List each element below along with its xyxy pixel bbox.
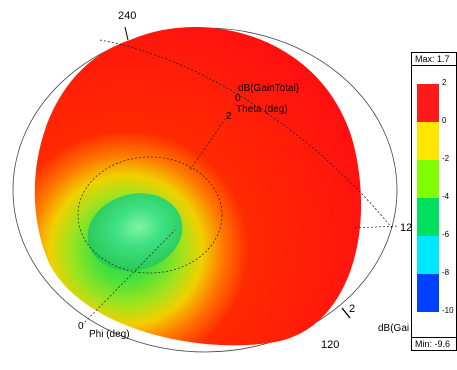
gain-axis-label: dB(GainTotal): [238, 83, 300, 94]
legend-tick-label: -2: [442, 154, 450, 163]
legend-tick-label: 0: [442, 116, 447, 125]
legend-swatch: [417, 160, 439, 198]
phi-axis-label: Phi (deg): [89, 329, 130, 340]
theta-axis-label: Theta (deg): [236, 104, 288, 115]
right-axis-line: [354, 225, 399, 229]
legend-max-label: Max: 1.7: [411, 52, 457, 66]
legend-swatch: [417, 274, 439, 312]
legend-swatch: [417, 236, 439, 274]
legend-tick-label: 2: [442, 78, 447, 87]
theta-small-label: 2: [226, 111, 232, 122]
origin-zero-label: 0: [78, 321, 84, 332]
legend-tick-label: -6: [442, 230, 450, 239]
color-legend: Max: 1.7 2 0 -2 -4 -6 -8 -10 Min: -9.6: [411, 52, 457, 352]
phi-grid-ring: [99, 39, 393, 229]
legend-swatch: [417, 198, 439, 236]
legend-swatch: [417, 122, 439, 160]
theta-grid-ring: [77, 156, 223, 274]
top-tick-mark: [124, 26, 129, 41]
theta-zero-label: 0: [235, 93, 241, 104]
bottom-legend-title: dB(Gai: [378, 323, 410, 334]
legend-swatch: [417, 84, 439, 122]
legend-color-bar: 2 0 -2 -4 -6 -8 -10: [411, 66, 457, 337]
right-small-label: 2: [349, 303, 356, 315]
right-angle-label: 12: [400, 222, 413, 234]
top-angle-label: 240: [118, 10, 137, 22]
bottom-angle-label: 120: [321, 339, 340, 351]
gain-pattern-hole: [87, 193, 183, 271]
legend-tick-label: -8: [442, 268, 450, 277]
legend-min-label: Min: -9.6: [411, 337, 457, 351]
legend-tick-label: -10: [442, 306, 454, 315]
legend-tick-label: -4: [442, 192, 450, 201]
gain-pattern-surface: [34, 26, 362, 346]
bottom-tick-mark: [341, 307, 351, 319]
